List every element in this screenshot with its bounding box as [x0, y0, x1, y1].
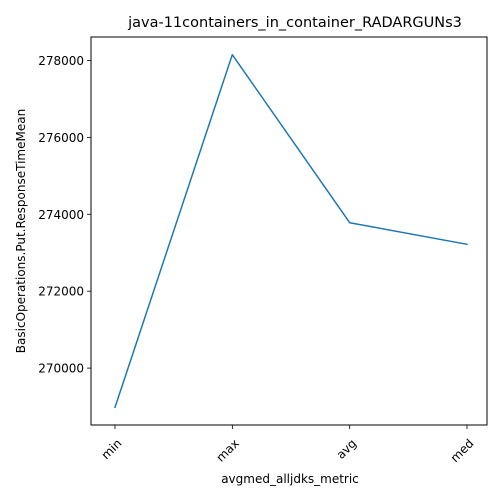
- x-tick-label-max: max: [213, 436, 241, 464]
- y-tick-label-276000: 276000: [38, 131, 84, 145]
- y-tick-label-270000: 270000: [38, 362, 84, 376]
- y-tick-label-272000: 272000: [38, 285, 84, 299]
- series-line: [114, 53, 468, 409]
- x-axis-label: avgmed_alljdks_metric: [221, 472, 359, 486]
- y-tick-label-274000: 274000: [38, 208, 84, 222]
- chart-title: java-11containers_in_container_RADARGUNs…: [127, 15, 462, 31]
- plot-frame: [90, 36, 488, 426]
- y-tick-label-278000: 278000: [38, 54, 84, 68]
- plot-area: min max avg med 270000 272000 274000 276000 2780…: [38, 53, 477, 465]
- x-tick-label-min: min: [99, 436, 125, 462]
- x-tick-label-avg: avg: [334, 436, 360, 462]
- y-axis-label: BasicOperations.Put.ResponseTimeMean: [14, 109, 28, 353]
- x-tick-label-med: med: [448, 436, 477, 465]
